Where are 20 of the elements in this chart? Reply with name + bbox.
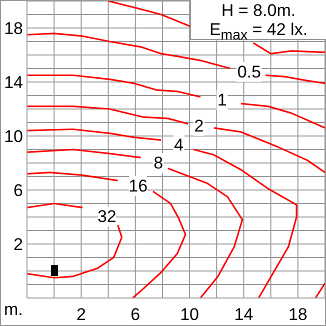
annotation: H = 8.0m. (220, 1, 297, 20)
x-tick-label: 14 (234, 305, 254, 324)
x-tick-label: 10 (180, 305, 200, 324)
annotation: E$_{max}$ = 42 lx. (208, 20, 309, 46)
y-tick-label: 10 (4, 127, 23, 146)
x-tick-label: 6 (130, 305, 140, 324)
x-axis-title: m. (4, 300, 23, 320)
series-label: 32 (97, 206, 116, 226)
series-label: 4 (174, 135, 184, 154)
series-label: 1 (217, 90, 227, 110)
series-label: 0.5 (237, 62, 261, 82)
x-tick-label: 2 (76, 305, 86, 324)
y-tick-label: 18 (4, 19, 23, 38)
x-tick-label: 18 (288, 305, 308, 324)
series-label: 16 (128, 176, 148, 196)
y-tick-label: 2 (14, 235, 23, 254)
series-label: 2 (194, 116, 204, 136)
y-tick-label: 6 (14, 181, 23, 200)
series-label: 8 (154, 154, 164, 172)
y-tick-label: 14 (4, 73, 23, 92)
